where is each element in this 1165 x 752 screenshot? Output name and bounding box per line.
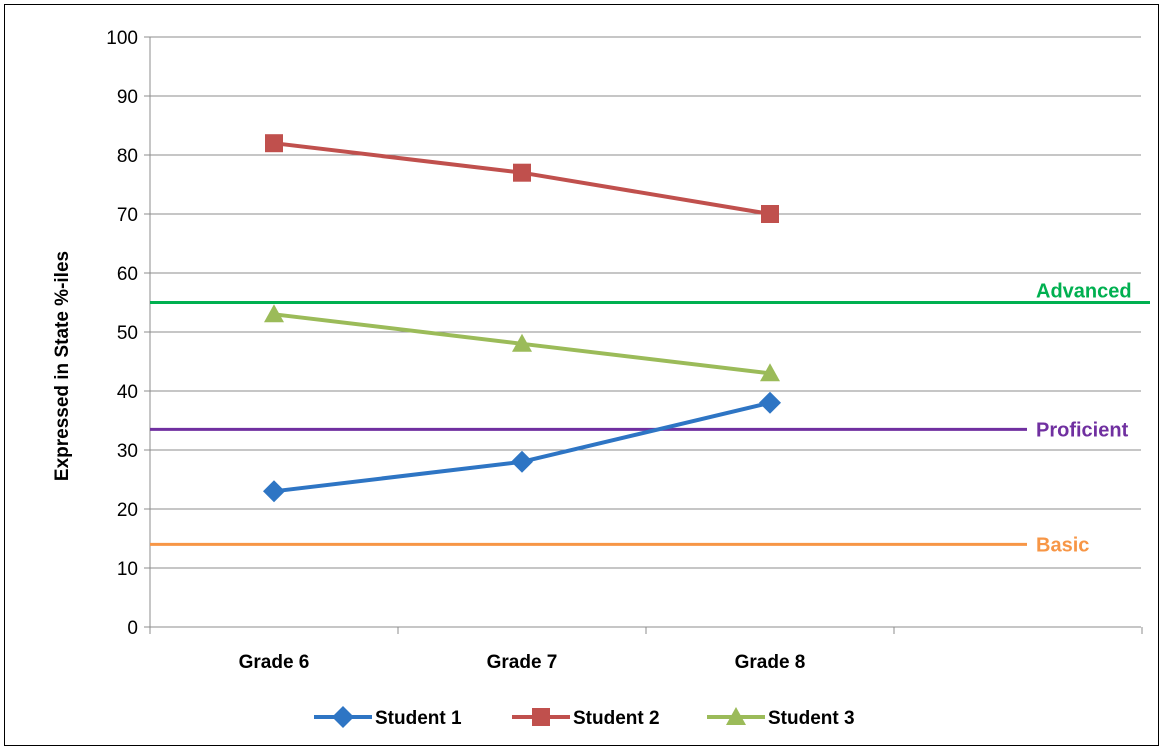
series-line	[273, 400, 771, 494]
reference-label-advanced: Advanced	[1036, 281, 1132, 303]
legend-marker	[332, 706, 354, 728]
legend-label: Student 1	[375, 708, 462, 729]
chart-frame	[4, 4, 1159, 746]
data-point	[760, 363, 780, 382]
legend-label: Student 3	[768, 708, 855, 729]
series-1	[263, 391, 781, 503]
reference-lines: Advanced Proficient Basic	[150, 281, 1150, 556]
legend-item: Student 3	[707, 707, 855, 729]
y-tick-label: 30	[117, 441, 138, 462]
y-tick-label: 80	[117, 146, 138, 167]
gridlines	[150, 36, 1141, 569]
y-tick-label: 40	[117, 382, 138, 403]
data-point	[263, 480, 285, 503]
x-tick-label: Grade 7	[487, 652, 558, 673]
series-3	[264, 304, 780, 382]
y-tick-label: 20	[117, 500, 138, 521]
y-tick-label: 100	[106, 28, 138, 49]
y-tick-label: 60	[117, 264, 138, 285]
data-point	[761, 205, 779, 223]
y-tick-label: 90	[117, 87, 138, 108]
data-point	[265, 134, 283, 153]
legend-item: Student 1	[314, 706, 462, 729]
series-2	[265, 134, 779, 223]
legend-item: Student 2	[512, 708, 660, 729]
y-tick-label: 0	[127, 618, 138, 639]
data-point	[513, 163, 531, 182]
y-tick-label: 70	[117, 205, 138, 226]
data-point	[264, 304, 284, 323]
y-tick-label: 50	[117, 323, 138, 344]
data-point	[759, 391, 781, 414]
reference-label-basic: Basic	[1036, 534, 1089, 556]
legend-label: Student 2	[573, 708, 660, 729]
legend-marker	[532, 708, 550, 726]
y-axis-title: Expressed in State %-iles	[52, 251, 73, 481]
axis-labels: 0 10 20 30 40 50 60 70 80 90 100 Grade 6 Grade 7 Grad…	[106, 28, 805, 673]
data-point	[512, 333, 532, 352]
reference-label-proficient: Proficient	[1036, 419, 1129, 441]
x-tick-label: Grade 6	[239, 652, 310, 673]
data-point	[511, 450, 533, 473]
legend: Student 1 Student 2 Student 3	[314, 706, 855, 729]
y-tick-label: 10	[117, 559, 138, 580]
axes	[144, 36, 1143, 634]
x-tick-label: Grade 8	[735, 652, 806, 673]
series	[263, 134, 781, 503]
legend-marker	[726, 707, 746, 725]
